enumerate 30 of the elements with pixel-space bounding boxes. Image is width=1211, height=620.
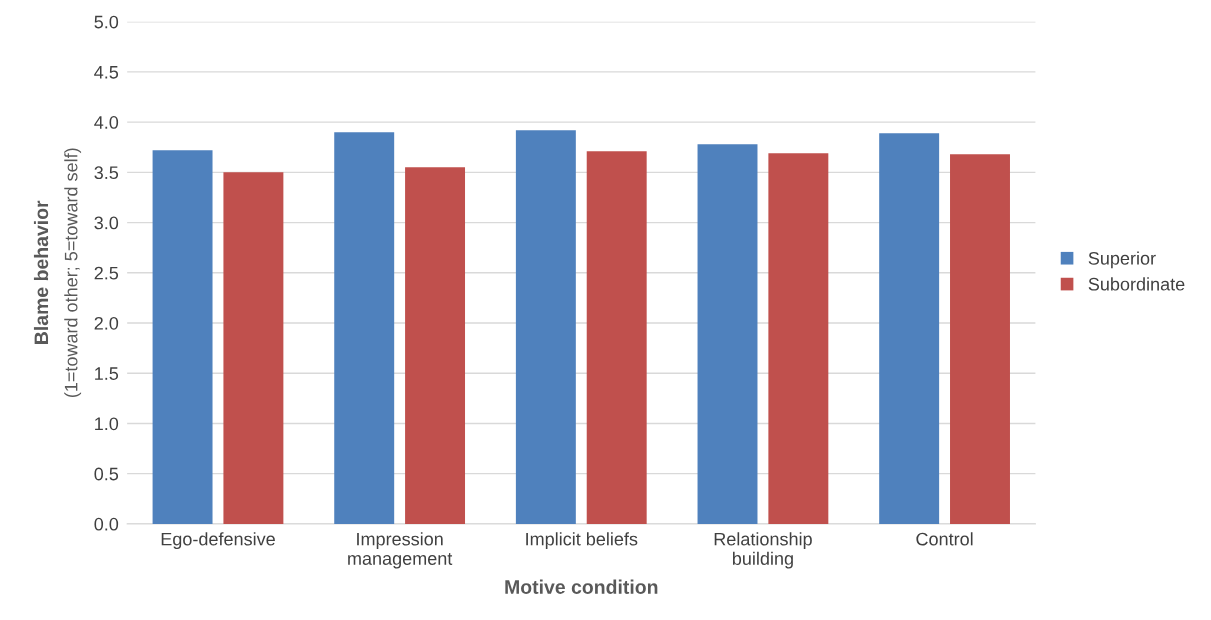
y-tick-label: 3.5 bbox=[94, 166, 119, 180]
legend-label: Subordinate bbox=[1088, 277, 1185, 291]
bar bbox=[697, 144, 758, 524]
bar bbox=[768, 153, 829, 524]
y-tick-label: 4.5 bbox=[94, 66, 119, 79]
x-tick-label: Relationship building bbox=[714, 532, 812, 569]
bar bbox=[586, 151, 647, 524]
x-tick-label: Implicit beliefs bbox=[526, 532, 638, 550]
y-axis-title: Blame behavior (1=toward other; 5=toward self) bbox=[33, 148, 82, 398]
x-tick-label: Ego-defensive bbox=[161, 532, 275, 550]
y-tick-label: 2.5 bbox=[94, 266, 119, 280]
y-tick-label: 0.0 bbox=[94, 517, 119, 531]
legend-label: Superior bbox=[1088, 251, 1156, 269]
x-tick-label: Control bbox=[916, 532, 973, 546]
bar bbox=[405, 167, 466, 524]
x-axis-title: Motive condition bbox=[505, 579, 658, 594]
y-tick-label: 4.0 bbox=[94, 116, 119, 129]
y-tick-label: 3.0 bbox=[94, 216, 119, 230]
x-tick-label: Impression management bbox=[348, 532, 453, 569]
bar bbox=[223, 172, 284, 524]
y-tick-label: 5.0 bbox=[94, 15, 119, 29]
y-tick-label: 2.0 bbox=[94, 316, 119, 330]
bar bbox=[152, 150, 213, 524]
bar bbox=[950, 154, 1010, 524]
y-tick-label: 1.5 bbox=[95, 367, 119, 380]
bar bbox=[334, 132, 395, 524]
y-tick-label: 1.0 bbox=[95, 417, 119, 431]
bar bbox=[879, 133, 940, 524]
y-tick-label: 0.5 bbox=[94, 467, 119, 481]
bar bbox=[515, 130, 576, 524]
